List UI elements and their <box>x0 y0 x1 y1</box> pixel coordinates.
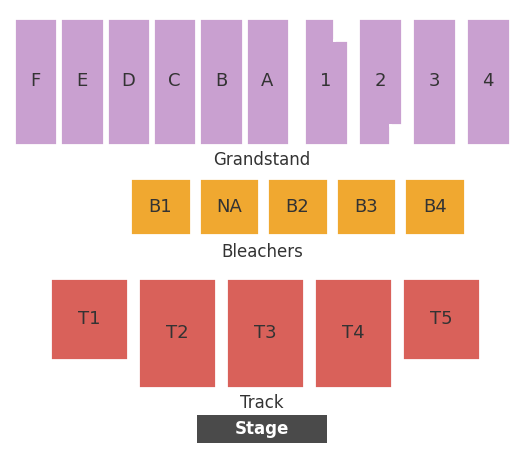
Bar <box>226 278 304 388</box>
Bar <box>200 18 243 145</box>
Text: Grandstand: Grandstand <box>213 151 311 169</box>
Text: T5: T5 <box>429 310 453 328</box>
Text: B2: B2 <box>286 198 309 216</box>
Bar <box>107 18 150 145</box>
Text: E: E <box>76 72 88 90</box>
Text: B1: B1 <box>149 198 172 216</box>
Bar <box>60 18 103 145</box>
Text: Track: Track <box>240 394 284 412</box>
Bar <box>334 18 348 40</box>
Bar <box>153 18 196 145</box>
Text: T4: T4 <box>342 324 364 342</box>
Bar <box>314 278 392 388</box>
Text: 3: 3 <box>428 72 440 90</box>
Bar <box>14 18 57 145</box>
Bar <box>246 18 289 145</box>
Text: Stage: Stage <box>235 420 289 438</box>
Bar <box>267 178 328 235</box>
Bar <box>197 415 327 443</box>
Text: B: B <box>215 72 227 90</box>
Bar <box>402 278 480 360</box>
Bar <box>358 18 402 145</box>
Bar <box>50 278 128 360</box>
Text: T2: T2 <box>166 324 188 342</box>
Text: NA: NA <box>216 198 242 216</box>
Bar <box>198 178 259 235</box>
Text: C: C <box>169 72 181 90</box>
Bar <box>304 18 348 145</box>
Text: 1: 1 <box>320 72 332 90</box>
Text: Bleachers: Bleachers <box>221 243 303 261</box>
Text: T3: T3 <box>254 324 276 342</box>
Text: B4: B4 <box>423 198 447 216</box>
Text: T1: T1 <box>78 310 100 328</box>
Bar <box>336 178 396 235</box>
Text: 2: 2 <box>374 72 386 90</box>
Text: F: F <box>30 72 41 90</box>
Bar <box>390 125 402 145</box>
Bar <box>138 278 216 388</box>
Bar <box>412 18 456 145</box>
Text: D: D <box>121 72 135 90</box>
Text: B3: B3 <box>354 198 378 216</box>
Text: 4: 4 <box>482 72 494 90</box>
Bar <box>466 18 510 145</box>
Bar <box>130 178 191 235</box>
Bar <box>404 178 465 235</box>
Text: A: A <box>261 72 274 90</box>
